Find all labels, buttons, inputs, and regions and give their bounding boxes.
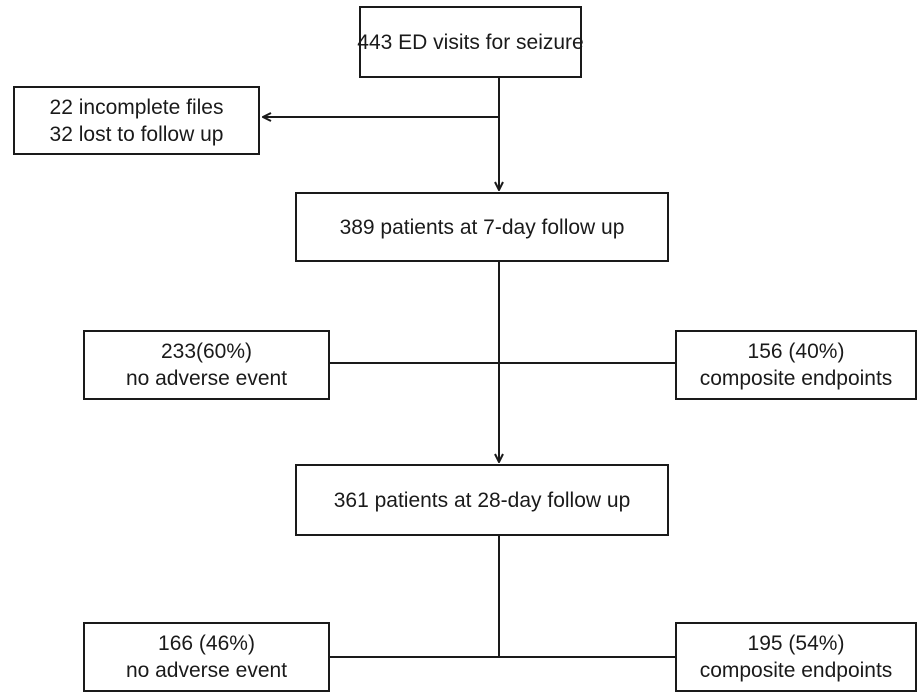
no-event-28day-box: 166 (46%) no adverse event [83,622,330,692]
followup-7day-box: 389 patients at 7-day follow up [295,192,669,262]
excluded-box: 22 incomplete files 32 lost to follow up [13,86,260,155]
start-box: 443 ED visits for seizure [357,6,584,78]
no-event-7day-count: 233(60%) [160,340,253,363]
composite-7day-count: 156 (40%) [747,340,845,363]
excluded-incomplete-label: 22 incomplete files [49,95,224,119]
followup-28day-label: 361 patients at 28-day follow up [333,488,631,512]
composite-28day-label: composite endpoints [699,659,893,682]
followup-7day-label: 389 patients at 7-day follow up [339,215,625,239]
no-event-28day-label: no adverse event [125,659,288,682]
no-event-7day-label: no adverse event [125,367,288,390]
excluded-lost-label: 32 lost to follow up [49,122,224,146]
composite-7day-box: 156 (40%) composite endpoints [675,330,917,400]
no-event-28day-count: 166 (46%) [158,632,255,655]
composite-28day-count: 195 (54%) [747,632,845,655]
composite-7day-label: composite endpoints [699,367,893,390]
no-event-7day-box: 233(60%) no adverse event [83,330,330,400]
start-label: 443 ED visits for seizure [357,30,584,54]
followup-28day-box: 361 patients at 28-day follow up [295,464,669,536]
composite-28day-box: 195 (54%) composite endpoints [675,622,917,692]
